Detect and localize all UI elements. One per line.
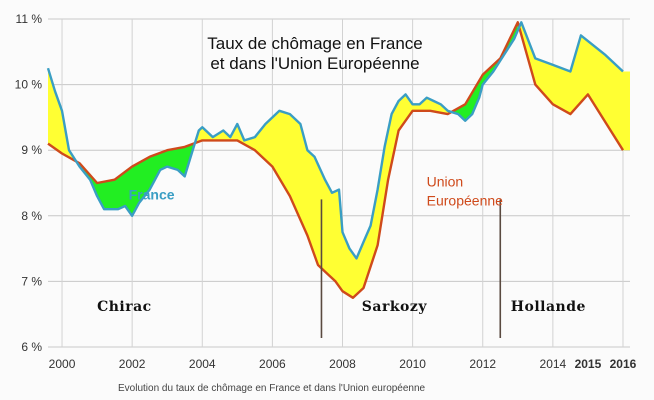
- series-label-france: France: [129, 186, 175, 202]
- presidency-labels: Chirac Sarkozy Hollande: [97, 299, 586, 315]
- era-label-chirac: Chirac: [97, 299, 152, 315]
- series-label-ue-line-1: Union: [427, 173, 464, 189]
- y-tick-label-10: 10 %: [15, 78, 43, 92]
- x-tick-labels: 2000 2002 2004 2006 2008 2010 2012 2014 2015 2016: [49, 357, 637, 371]
- series-label-ue-line-2: Européenne: [427, 192, 504, 208]
- y-tick-label-8: 8 %: [21, 209, 42, 223]
- fill-region-2: [195, 94, 452, 298]
- y-tick-label-6: 6 %: [21, 340, 42, 354]
- era-label-hollande: Hollande: [511, 299, 586, 315]
- fill-region-4: [519, 22, 630, 151]
- y-tick-label-9: 9 %: [21, 143, 42, 157]
- x-tick-label-2010: 2010: [399, 357, 426, 371]
- series-line-france: [46, 21, 624, 260]
- x-tick-label-2014: 2014: [540, 357, 567, 371]
- fill-region-1: [77, 143, 194, 216]
- y-tick-label-7: 7 %: [21, 274, 42, 288]
- x-tick-label-2000: 2000: [49, 357, 76, 371]
- x-tick-label-2006: 2006: [259, 357, 286, 371]
- x-tick-label-2015: 2015: [575, 357, 602, 371]
- x-tick-label-2012: 2012: [469, 357, 496, 371]
- chart-title-line-1: Taux de chômage en France: [207, 34, 422, 53]
- y-tick-labels: 6 % 7 % 8 % 9 % 10 % 11 %: [15, 12, 43, 354]
- x-tick-label-2004: 2004: [189, 357, 216, 371]
- x-tick-label-2002: 2002: [119, 357, 146, 371]
- chart-title-line-2: et dans l'Union Européenne: [210, 54, 419, 73]
- y-tick-label-11: 11 %: [16, 12, 43, 26]
- series-lines: [46, 21, 625, 299]
- presidency-dividers: [320, 199, 502, 338]
- fill-region-3: [452, 22, 518, 121]
- chart-caption: Evolution du taux de chômage en France e…: [118, 383, 426, 394]
- x-tick-label-2008: 2008: [329, 357, 356, 371]
- x-tick-label-2016: 2016: [610, 357, 637, 371]
- era-label-sarkozy: Sarkozy: [362, 299, 428, 315]
